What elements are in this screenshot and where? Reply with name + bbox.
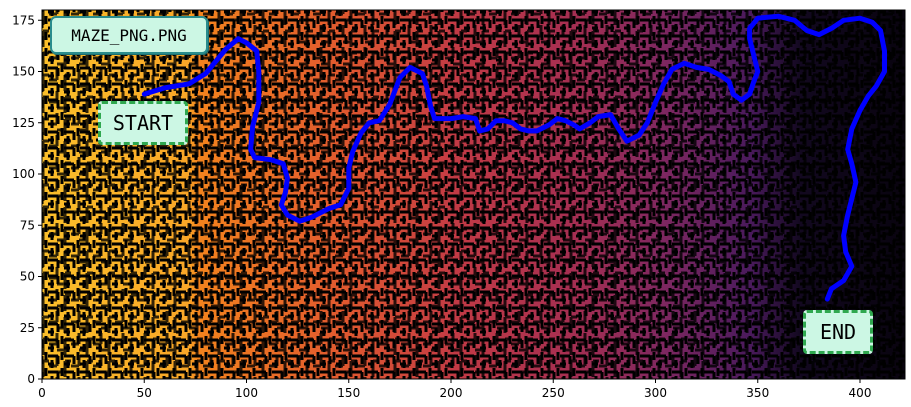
y-tick-label: 0 <box>27 372 35 386</box>
x-tick-label: 200 <box>440 386 463 400</box>
x-tick-label: 300 <box>644 386 667 400</box>
y-tick-label: 150 <box>12 65 35 79</box>
axes-frame <box>41 9 906 380</box>
x-tick-label: 250 <box>542 386 565 400</box>
y-tick-label: 75 <box>20 218 35 232</box>
y-tick-label: 175 <box>12 13 35 27</box>
x-tick-label: 0 <box>38 386 46 400</box>
x-tick-label: 350 <box>746 386 769 400</box>
x-tick-label: 100 <box>235 386 258 400</box>
y-tick-label: 25 <box>20 321 35 335</box>
y-tick-label: 50 <box>20 270 35 284</box>
x-tick-label: 50 <box>137 386 152 400</box>
maze-image <box>42 10 905 379</box>
solution-path-line <box>141 13 887 302</box>
y-tick-label: 100 <box>12 167 35 181</box>
x-tick-label: 150 <box>337 386 360 400</box>
end-label: END <box>803 310 873 354</box>
x-tick-label: 400 <box>849 386 872 400</box>
solution-path <box>141 13 887 302</box>
x-axis: 0 50 100 150 200 250 300 350 400 <box>38 379 871 400</box>
y-axis: 0 25 50 75 100 125 150 175 <box>12 13 42 386</box>
title-badge: MAZE_PNG.PNG <box>50 16 208 54</box>
start-label: START <box>98 101 188 145</box>
y-tick-label: 125 <box>12 116 35 130</box>
